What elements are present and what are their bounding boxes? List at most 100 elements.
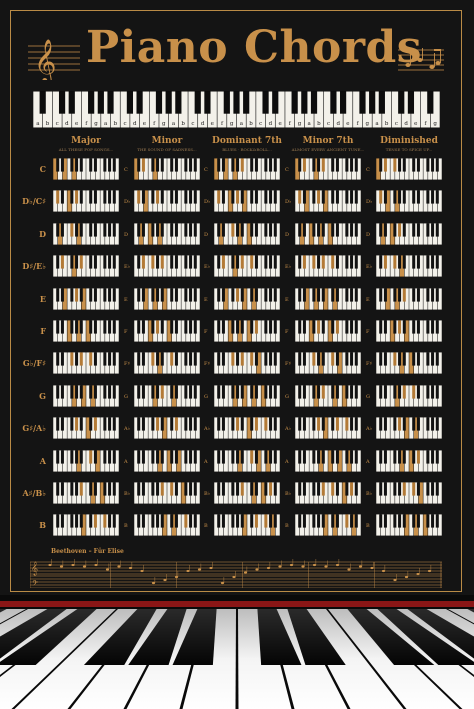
white-key [432,190,438,212]
white-key [214,417,219,439]
white-key [214,385,219,407]
white-key [351,158,357,180]
column-subtitle: BLUES · ROCK&ROLL... [222,147,272,152]
white-key [167,158,172,180]
white-key [409,190,414,212]
white-key [390,255,395,277]
white-key [399,190,405,212]
black-key [236,352,240,366]
white-key [418,352,423,374]
white-key [95,255,100,277]
black-key [331,449,335,464]
white-key [411,91,421,128]
black-key [108,449,112,464]
red-felt-strip [0,601,474,607]
black-key [75,514,79,528]
chord-keyboard [376,352,442,375]
chord-keyboard [134,482,200,504]
black-key [431,352,435,366]
white-key [351,482,357,504]
white-key [237,514,243,536]
row-label: G [39,390,46,401]
white-key [347,158,352,180]
key-letter: g [230,121,234,127]
black-key [128,609,187,665]
white-key [176,482,181,504]
black-key [56,320,60,334]
white-key [114,255,119,277]
white-key [337,320,342,342]
black-key [221,287,225,302]
white-key [76,352,82,374]
white-key [404,158,409,180]
chord-key-highlight [416,449,420,464]
white-key [100,514,105,536]
black-key [379,482,383,496]
black-key [174,449,178,464]
white-key [90,287,96,310]
chord-key-highlight [323,417,328,439]
white-key [214,352,219,374]
black-key [75,255,79,269]
white-key [347,514,352,536]
black-key [0,609,97,665]
chord-keyboard [214,417,280,440]
white-key [423,255,428,277]
chord-key-highlight [228,320,233,342]
white-key [423,385,428,407]
white-key [171,449,177,472]
white-key [314,320,319,342]
chord-key-highlight [314,287,319,310]
black-key [412,514,416,528]
white-key [218,190,224,212]
white-key [418,255,423,277]
column-header: Diminished [380,136,438,146]
chord-key-highlight [242,287,247,310]
white-key [100,417,105,439]
chord-key-highlight [170,482,174,496]
white-key [299,190,305,212]
white-key [270,417,276,439]
white-key [72,514,77,536]
white-key [347,352,352,374]
black-key [416,417,420,431]
black-key [56,352,60,366]
white-key [62,385,67,407]
white-key [134,287,139,310]
white-key [376,482,381,504]
chord-key-highlight [62,158,67,180]
white-key [380,190,386,212]
chord-keyboard [376,482,442,504]
key-letter: b [46,121,50,127]
white-key [181,190,186,212]
white-key [390,190,395,212]
white-key [423,223,428,245]
black-key [254,482,258,496]
chord-key-highlight [304,190,309,212]
white-key [413,190,419,212]
black-key [345,190,349,204]
key-letter: e [278,121,281,127]
note-head [324,565,328,568]
white-key [100,320,105,342]
black-key [302,352,306,366]
chord-key-highlight [383,255,387,269]
note-head [94,563,98,567]
white-key [432,287,438,310]
key-letter: a [104,121,108,127]
black-key [335,385,339,399]
white-key [233,223,238,245]
white-key [217,91,227,128]
chord-key-highlight [247,223,252,245]
chord-key-highlight [331,482,335,496]
white-key [109,320,115,342]
black-key [137,352,141,366]
white-key [409,223,414,245]
white-key [437,190,442,212]
key-letter: b [317,121,321,127]
white-key [275,482,280,504]
white-key [42,91,53,128]
black-key [412,417,416,431]
white-key [332,158,338,180]
white-key [304,223,309,245]
